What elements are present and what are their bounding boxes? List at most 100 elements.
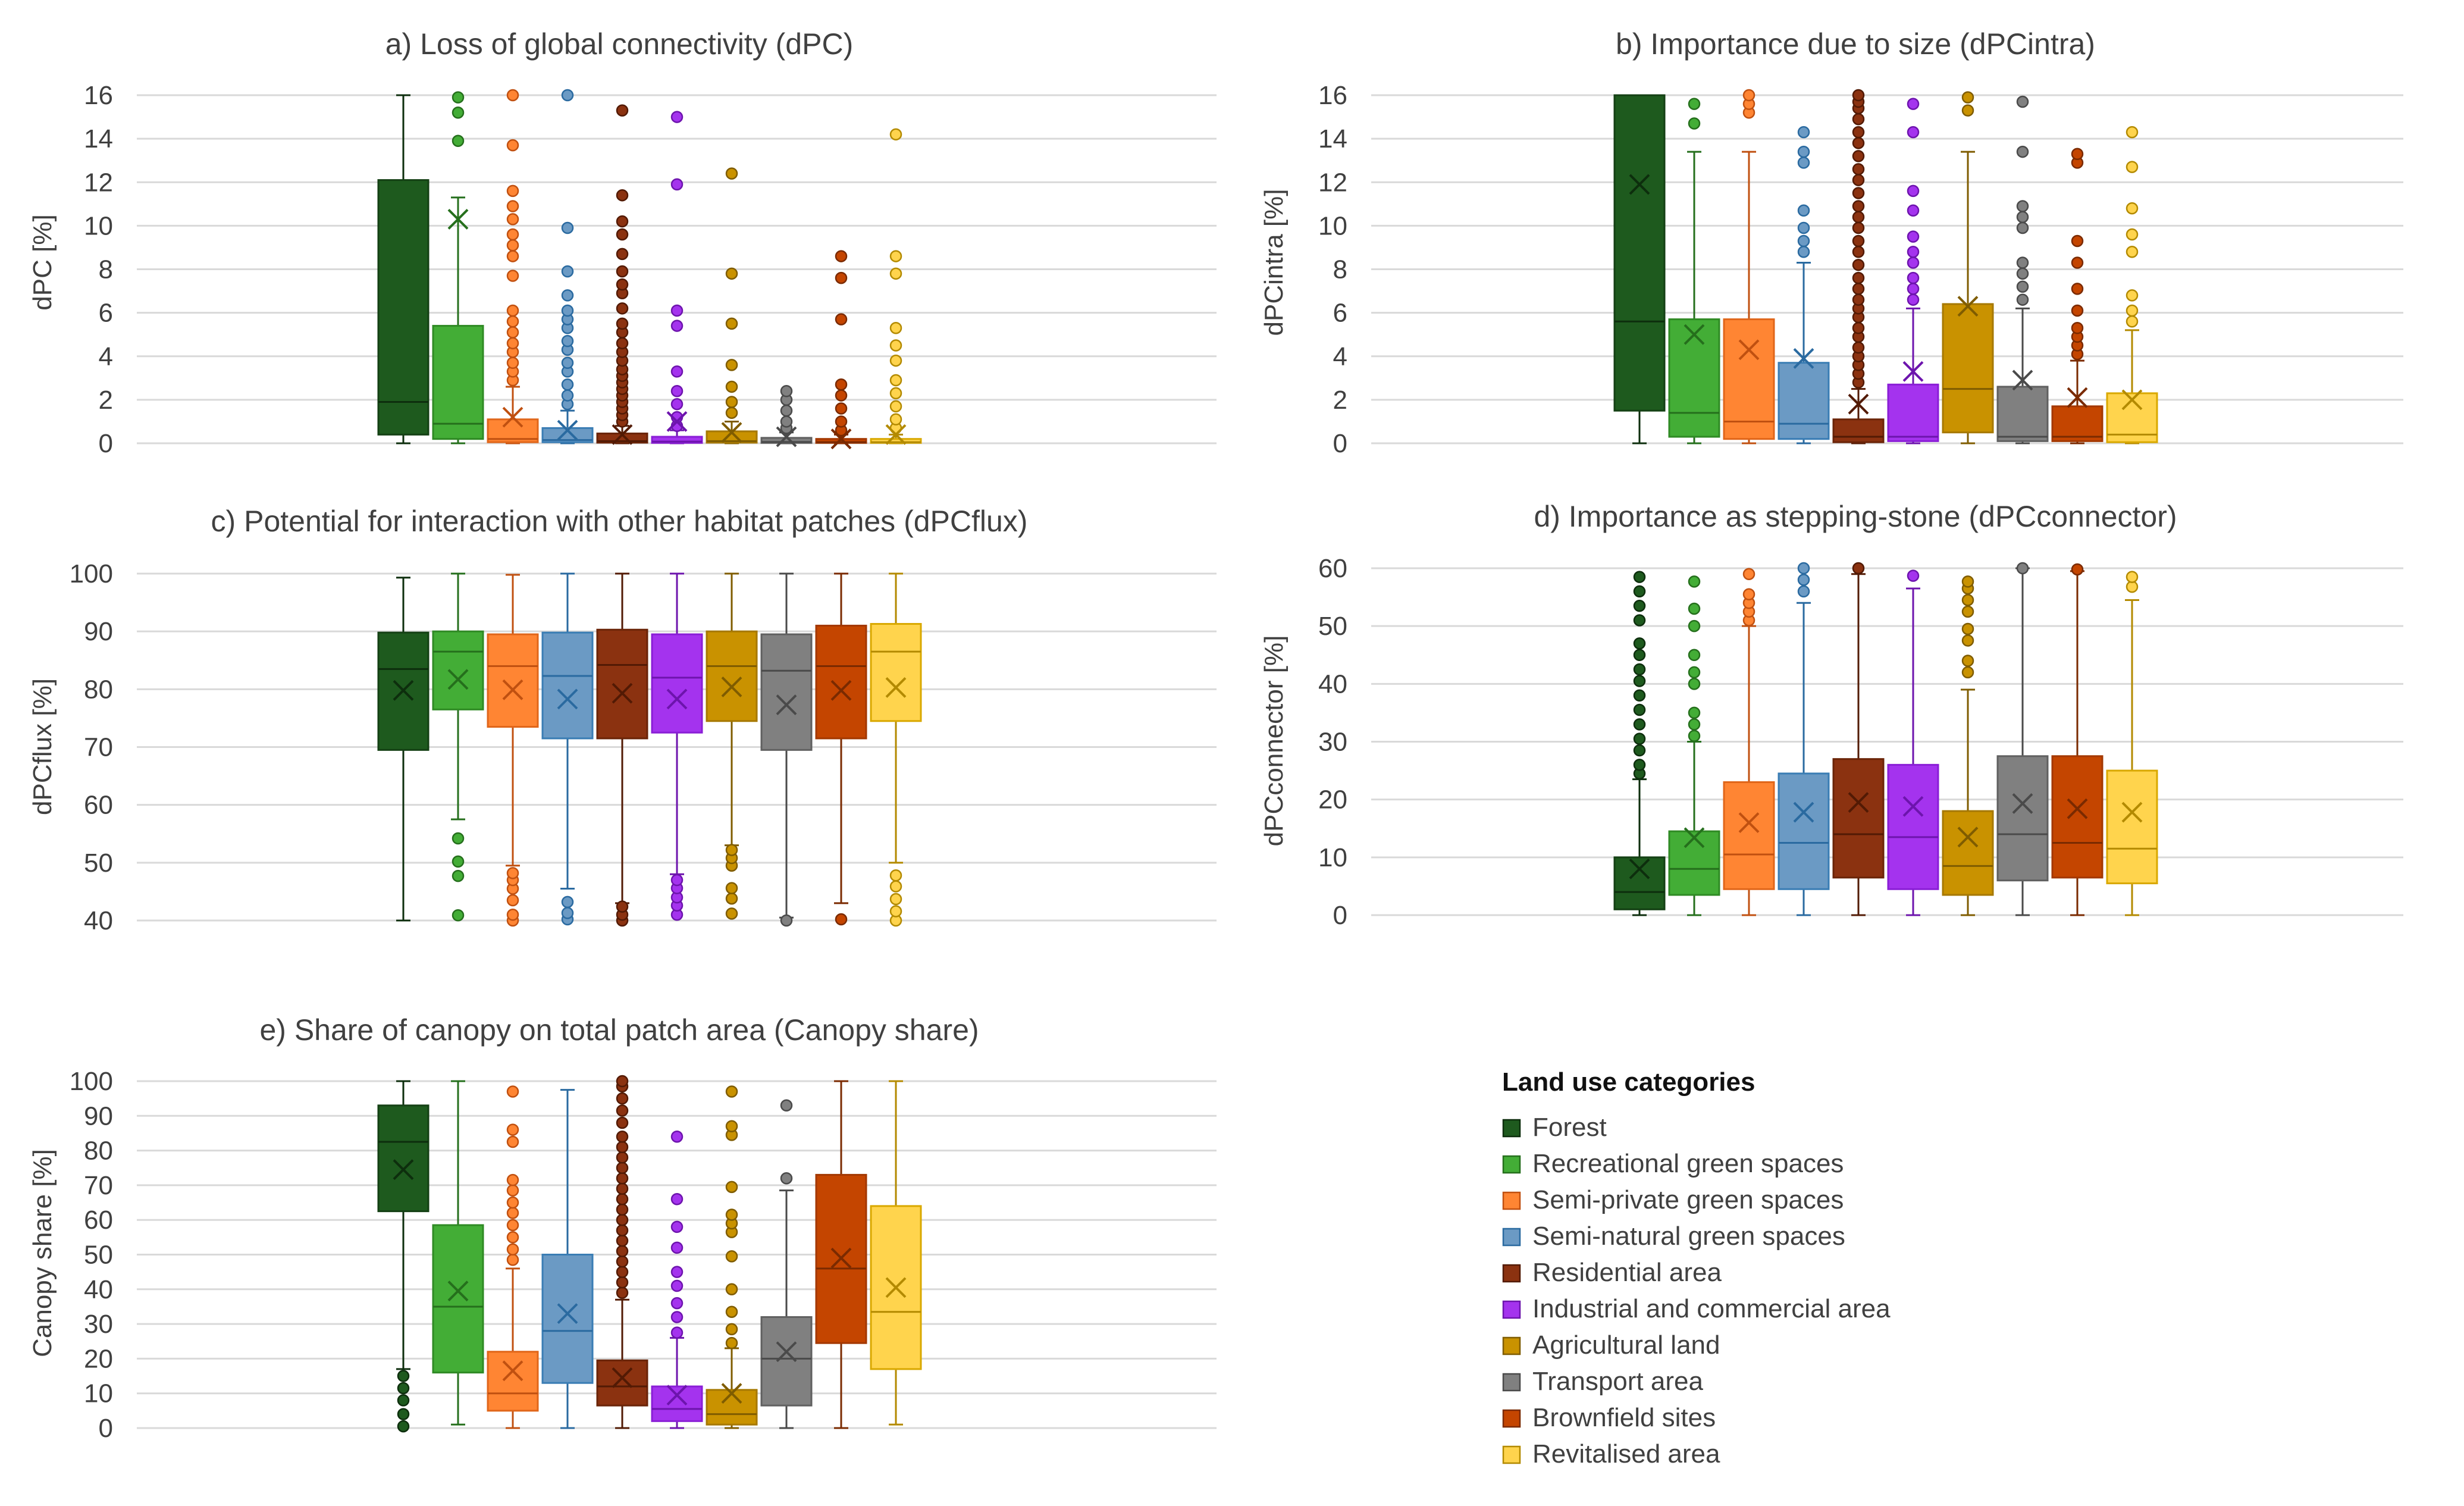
mean-marker-d-8 [2067,798,2088,819]
outlier-e-4-3 [616,1255,629,1268]
outlier-c-3-1 [561,907,574,919]
outlier-a-3-10 [561,289,574,302]
ytick-label-a-7: 14 [84,124,113,154]
mean-marker-b-0 [1629,174,1650,195]
box-b-3 [1778,126,1830,444]
outlier-b-5-0 [1907,293,1920,306]
outlier-b-7-8 [2016,95,2029,108]
outlier-d-0-4 [1633,718,1646,731]
outlier-d-1-5 [1688,649,1701,661]
outlier-a-6-4 [725,317,738,330]
outlier-b-4-14 [1852,234,1865,248]
outlier-a-5-2 [670,397,684,411]
outlier-a-2-14 [506,184,519,198]
ytick-label-b-5: 10 [1318,211,1347,240]
box-rect-e-5 [651,1385,703,1422]
box-rect-c-5 [651,633,703,734]
mean-marker-b-9 [2121,389,2143,411]
mean-marker-a-4 [612,424,633,445]
outlier-a-4-19 [616,228,629,241]
legend-swatch [1502,1300,1521,1319]
outlier-a-6-6 [725,167,738,180]
outlier-b-9-2 [2126,289,2139,302]
outlier-a-3-4 [561,356,574,369]
outlier-b-5-8 [1907,126,1920,139]
legend-item: Transport area [1502,1367,1703,1396]
ytick-label-e-5: 50 [84,1241,113,1270]
mean-marker-d-2 [1738,812,1760,833]
box-a-7 [760,385,813,447]
outlier-e-5-0 [670,1326,684,1339]
outlier-d-0-2 [1633,744,1646,757]
outlier-a-4-20 [616,215,629,228]
outlier-c-2-2 [506,894,519,907]
outlier-b-7-1 [2016,280,2029,293]
panel-c-ylabel: dPCflux [%] [28,678,57,815]
outlier-e-0-4 [397,1370,410,1382]
legend-label: Forest [1532,1113,1607,1142]
outlier-e-4-9 [616,1192,629,1206]
legend-label: Residential area [1532,1258,1722,1287]
box-rect-e-0 [377,1104,430,1213]
legend-swatch [1502,1409,1521,1428]
panel-d-plot: 0 10 20 30 40 50 60 [1318,554,2403,930]
outlier-e-4-11 [616,1172,629,1185]
box-rect-b-3 [1778,362,1830,440]
box-rect-c-6 [706,630,758,722]
box-rect-d-1 [1668,830,1720,896]
box-rect-d-6 [1942,810,1994,896]
legend-label: Semi-private green spaces [1532,1185,1844,1214]
legend-item: Agricultural land [1502,1330,1720,1360]
ytick-label-a-2: 4 [99,342,113,371]
ytick-label-e-10: 100 [70,1067,113,1096]
outlier-c-4-2 [616,900,629,913]
outlier-d-2-4 [1742,568,1755,580]
legend-item: Recreational green spaces [1502,1149,1844,1178]
outlier-e-6-0 [725,1336,738,1350]
box-c-7 [760,572,813,927]
outlier-c-9-2 [889,893,902,906]
outlier-a-3-9 [561,304,574,317]
outlier-e-4-2 [616,1266,629,1278]
box-e-9 [870,1080,922,1426]
ytick-label-e-2: 20 [84,1344,113,1373]
legend-swatch [1502,1228,1521,1247]
outlier-c-6-5 [725,844,738,856]
outlier-b-5-7 [1907,184,1920,198]
outlier-a-5-8 [670,111,684,123]
outlier-b-8-7 [2071,234,2084,248]
panel-e-plot: 0 10 20 30 40 50 60 70 80 90 100 [70,1067,1217,1443]
box-d-8 [2051,563,2104,916]
outlier-a-4-11 [616,337,629,350]
outlier-e-4-0 [616,1286,629,1299]
box-rect-e-3 [541,1254,594,1384]
box-b-6 [1942,91,1994,444]
box-d-1 [1668,575,1720,916]
outlier-a-9-6 [889,339,902,352]
panel-b-plot: 0 2 4 6 8 10 12 14 16 [1318,81,2403,458]
legend-label: Recreational green spaces [1532,1149,1844,1178]
ytick-label-e-8: 80 [84,1136,113,1166]
ytick-label-e-9: 90 [84,1101,113,1131]
outlier-e-4-5 [616,1234,629,1247]
panel-e-canopy-share: e) Share of canopy on total patch area (… [28,1013,1217,1443]
outlier-a-4-13 [616,317,629,330]
outlier-b-5-6 [1907,204,1920,217]
legend-swatch [1502,1373,1521,1392]
mean-marker-c-4 [612,682,633,704]
outlier-a-8-6 [835,271,848,284]
outlier-c-1-1 [452,869,465,882]
outlier-e-4-12 [616,1161,629,1174]
box-rect-c-2 [487,633,539,728]
box-d-7 [1996,562,2049,916]
panel-b-dpcintra: b) Importance due to size (dPCintra) dPC… [1259,27,2403,458]
legend-label: Semi-natural green spaces [1532,1222,1845,1251]
mean-marker-c-6 [721,677,742,697]
box-c-5 [651,572,703,921]
outlier-d-1-6 [1688,619,1701,633]
legend-item: Industrial and commercial area [1502,1294,1891,1323]
box-rect-a-1 [432,325,484,440]
mean-marker-e-9 [885,1277,907,1298]
outlier-d-2-3 [1742,588,1755,600]
outlier-e-6-10 [725,1120,738,1133]
